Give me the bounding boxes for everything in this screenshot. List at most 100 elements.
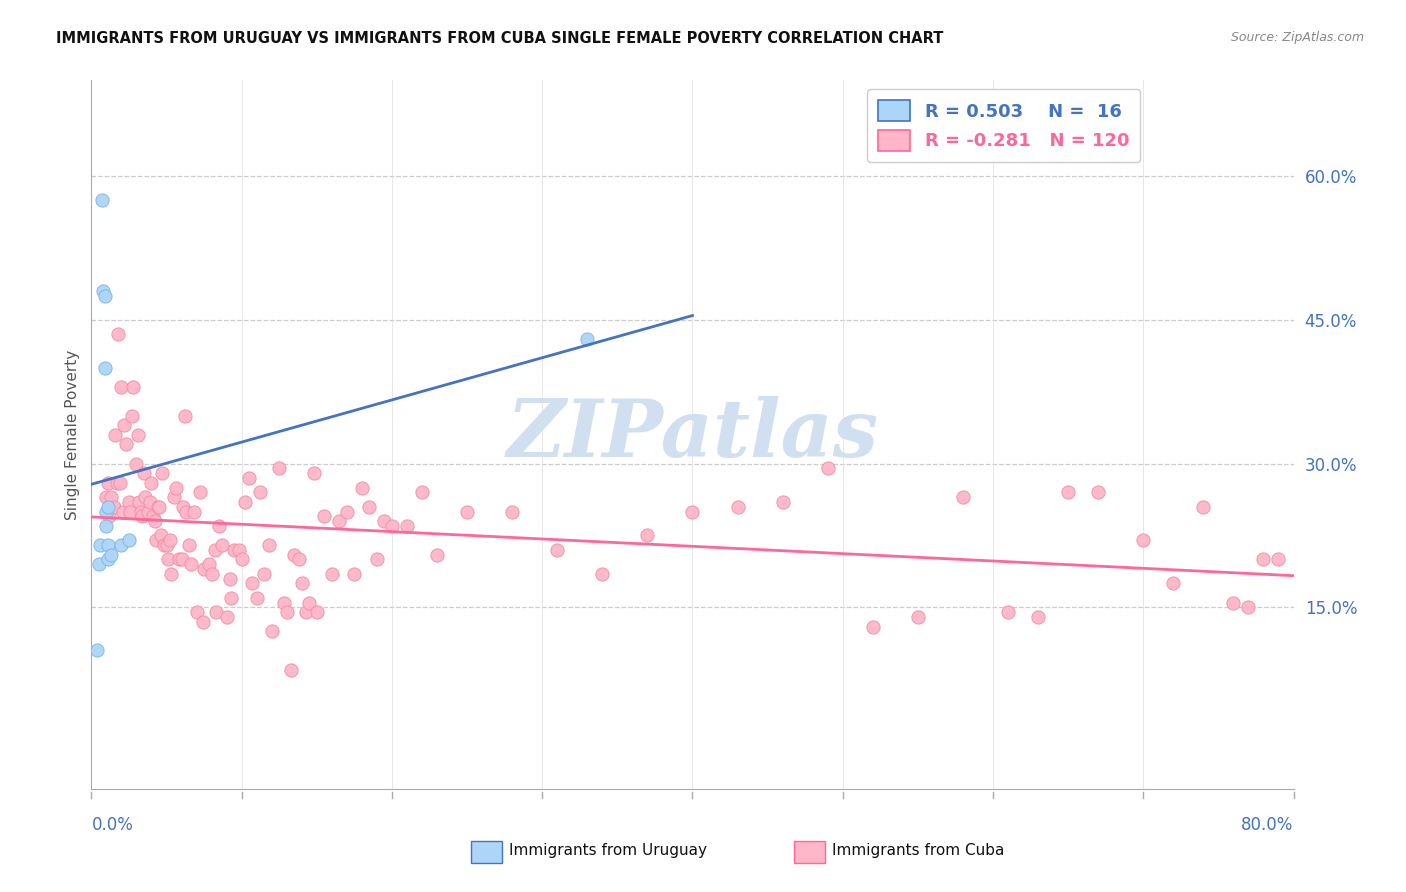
Point xyxy=(134,490,156,504)
Text: Immigrants from Cuba: Immigrants from Cuba xyxy=(832,844,1005,858)
Point xyxy=(426,548,449,562)
Point xyxy=(165,481,187,495)
Point xyxy=(269,461,291,475)
Point xyxy=(201,566,224,581)
Point xyxy=(359,500,381,514)
Text: 80.0%: 80.0% xyxy=(1241,816,1294,834)
Point xyxy=(276,605,298,619)
Point xyxy=(224,542,246,557)
Point xyxy=(350,481,373,495)
Point xyxy=(111,504,134,518)
Point xyxy=(219,591,242,605)
Point xyxy=(681,504,703,518)
Point xyxy=(291,576,314,591)
Point xyxy=(128,495,150,509)
Point xyxy=(366,552,388,566)
Point xyxy=(186,605,208,619)
Point xyxy=(191,615,214,629)
Point xyxy=(132,466,155,480)
Point xyxy=(110,538,132,552)
Point xyxy=(139,495,162,509)
Point xyxy=(129,504,152,518)
Text: 0.0%: 0.0% xyxy=(91,816,134,834)
Point xyxy=(94,289,117,303)
Point xyxy=(96,504,118,518)
Point xyxy=(105,475,128,490)
Text: IMMIGRANTS FROM URUGUAY VS IMMIGRANTS FROM CUBA SINGLE FEMALE POVERTY CORRELATIO: IMMIGRANTS FROM URUGUAY VS IMMIGRANTS FR… xyxy=(56,31,943,46)
Y-axis label: Single Female Poverty: Single Female Poverty xyxy=(65,350,80,520)
Point xyxy=(97,475,120,490)
Point xyxy=(125,457,148,471)
Point xyxy=(121,409,143,423)
Point xyxy=(157,552,180,566)
Point xyxy=(87,558,110,572)
Point xyxy=(211,538,233,552)
Point xyxy=(96,519,118,533)
Point xyxy=(142,509,165,524)
Point xyxy=(249,485,271,500)
Point xyxy=(208,519,231,533)
Point xyxy=(155,538,177,552)
Point xyxy=(240,576,263,591)
Point xyxy=(501,504,523,518)
Point xyxy=(159,533,181,548)
Point xyxy=(546,542,568,557)
Point xyxy=(86,643,108,657)
Point xyxy=(131,509,153,524)
Point xyxy=(411,485,433,500)
Point xyxy=(817,461,839,475)
Point xyxy=(862,619,884,633)
Point xyxy=(146,500,169,514)
Point xyxy=(172,500,194,514)
Point xyxy=(328,514,350,528)
Point xyxy=(336,504,359,518)
Point xyxy=(295,605,318,619)
Point xyxy=(1087,485,1109,500)
Point xyxy=(138,504,160,518)
Point xyxy=(952,490,974,504)
Point xyxy=(170,552,193,566)
Text: ZIPatlas: ZIPatlas xyxy=(506,396,879,474)
Point xyxy=(1237,600,1260,615)
Point xyxy=(636,528,658,542)
Point xyxy=(287,552,309,566)
Point xyxy=(314,509,336,524)
Point xyxy=(150,466,173,480)
Point xyxy=(96,490,118,504)
Point xyxy=(167,552,190,566)
Point xyxy=(456,504,478,518)
Point xyxy=(163,490,186,504)
Point xyxy=(89,538,111,552)
Point xyxy=(127,428,149,442)
Point xyxy=(183,504,205,518)
Point xyxy=(1161,576,1184,591)
Point xyxy=(395,519,418,533)
Point xyxy=(180,558,202,572)
Point xyxy=(1192,500,1215,514)
Point xyxy=(160,566,183,581)
Point xyxy=(177,538,200,552)
Point xyxy=(110,380,132,394)
Point xyxy=(381,519,404,533)
Point xyxy=(1132,533,1154,548)
Point xyxy=(1253,552,1275,566)
Point xyxy=(246,591,269,605)
Point xyxy=(97,538,120,552)
Legend: R = 0.503    N =  16, R = -0.281   N = 120: R = 0.503 N = 16, R = -0.281 N = 120 xyxy=(868,89,1140,161)
Point xyxy=(321,566,343,581)
Point xyxy=(1222,596,1244,610)
Point xyxy=(233,495,256,509)
Point xyxy=(280,663,302,677)
Point xyxy=(100,548,122,562)
Text: Immigrants from Uruguay: Immigrants from Uruguay xyxy=(509,844,707,858)
Point xyxy=(145,533,167,548)
Point xyxy=(1026,610,1049,624)
Point xyxy=(97,552,120,566)
Point xyxy=(302,466,325,480)
Point xyxy=(107,327,129,342)
Point xyxy=(576,332,599,346)
Point xyxy=(149,528,172,542)
Point xyxy=(115,437,138,451)
Point xyxy=(305,605,328,619)
Point xyxy=(238,471,260,485)
